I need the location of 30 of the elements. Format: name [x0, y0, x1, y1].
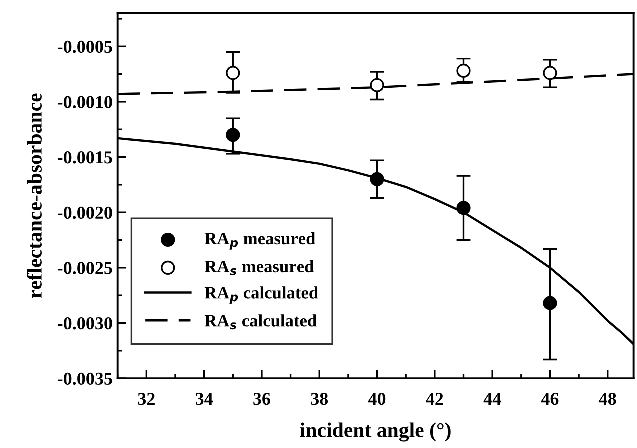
- x-tick-label: 32: [138, 393, 155, 406]
- y-tick-label: -0.0035: [58, 372, 112, 386]
- y-tick-label: -0.0010: [58, 96, 112, 108]
- y-tick-label: -0.0025: [58, 262, 112, 274]
- y-tick-label: -0.0020: [58, 206, 112, 220]
- x-tick-label: 46: [541, 393, 559, 406]
- point: [226, 66, 240, 80]
- x-tick-label: 34: [196, 393, 214, 406]
- x-axis-title: incident angle (°): [300, 422, 451, 442]
- legend-label: RA$_{p}$ calculated: [204, 286, 318, 304]
- point: [543, 66, 558, 80]
- point: [370, 78, 384, 92]
- legend-label: RA$_{s}$ calculated: [204, 314, 317, 330]
- point: [456, 64, 471, 78]
- point: [370, 172, 384, 186]
- y-axis-title: reflectance-absorbance: [27, 94, 42, 298]
- x-tick-label: 38: [311, 392, 328, 406]
- x-tick-label: 36: [254, 393, 270, 406]
- point: [543, 296, 558, 310]
- x-tick-label: 42: [426, 393, 444, 405]
- legend-label: RA$_{s}$ measured: [204, 260, 314, 276]
- x-tick-label: 48: [599, 392, 616, 406]
- point: [226, 128, 240, 142]
- x-tick-label: 44: [484, 393, 502, 405]
- point: [456, 201, 471, 216]
- x-tick-label: 40: [368, 392, 386, 406]
- legend-label: RA$_{p}$ measured: [204, 232, 316, 250]
- y-tick-label: -0.0005: [58, 40, 112, 54]
- y-tick-label: -0.0030: [58, 317, 112, 330]
- y-tick-label: -0.0015: [58, 152, 112, 164]
